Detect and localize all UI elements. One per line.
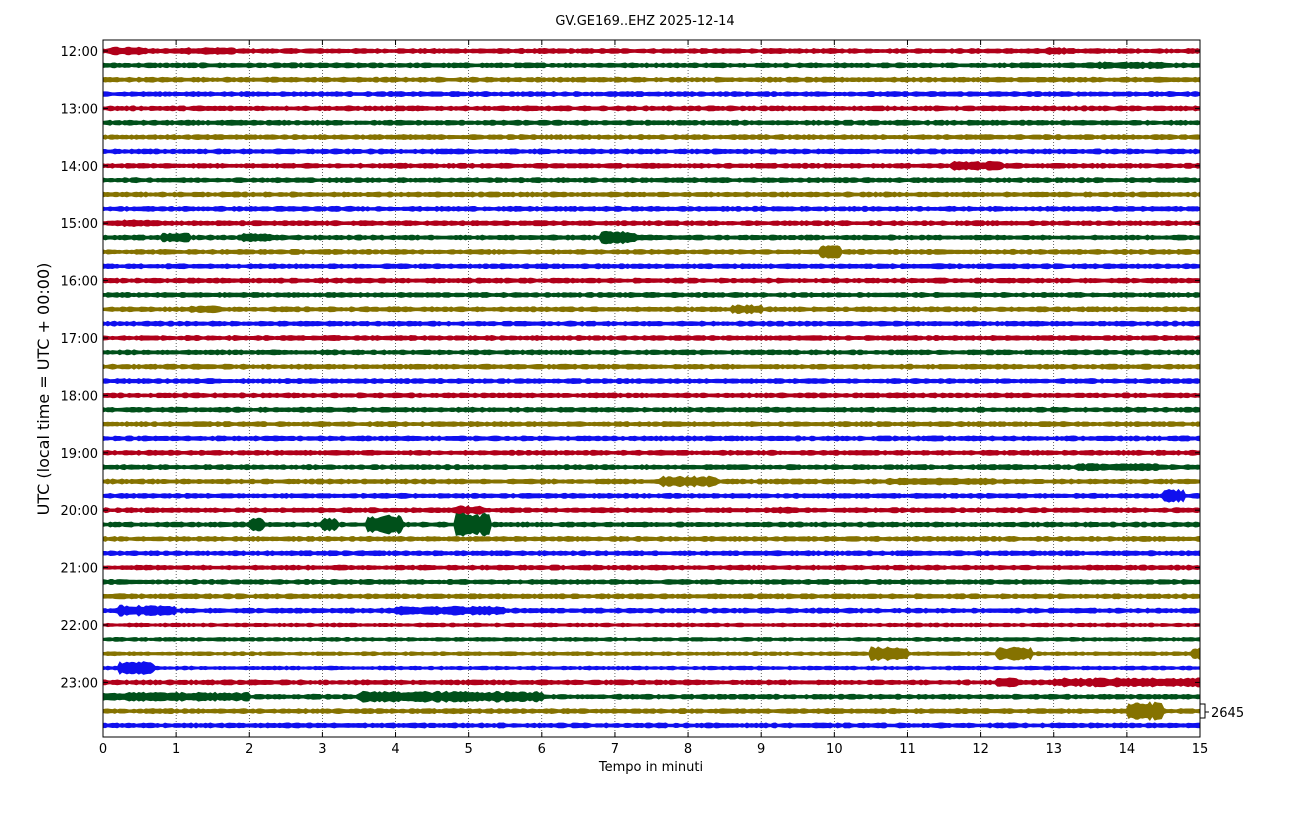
x-tick-label: 14 — [1119, 742, 1136, 757]
trace-line — [103, 134, 1200, 141]
trace-line — [103, 421, 1200, 428]
trace-line — [103, 245, 1200, 259]
trace-line — [103, 363, 1200, 370]
trace-line — [103, 435, 1200, 442]
x-tick-label: 10 — [826, 742, 843, 757]
x-tick-label: 3 — [318, 742, 326, 757]
x-tick-label: 7 — [611, 742, 619, 757]
x-tick-label: 9 — [757, 742, 765, 757]
trace-line — [103, 160, 1200, 171]
trace-line — [103, 604, 1200, 617]
x-tick-label: 8 — [684, 742, 692, 757]
trace-line — [103, 488, 1200, 503]
trace-line — [103, 449, 1200, 456]
trace-line — [103, 61, 1200, 70]
trace-line — [103, 320, 1200, 327]
y-axis: 12:00 13:00 14:00 15:00 16:00 17:00 18:00 19:00… — [61, 45, 1200, 691]
trace-line — [103, 177, 1200, 184]
y-tick-label: 19:00 — [61, 447, 98, 462]
x-tick-label: 2 — [245, 742, 253, 757]
y-axis-label: UTC (local time = UTC + 00:00) — [34, 263, 53, 516]
x-tick-label: 11 — [899, 742, 916, 757]
scale-bar-label: 2645 — [1211, 706, 1244, 721]
trace-line — [103, 512, 1200, 537]
x-tick-label: 6 — [538, 742, 546, 757]
y-tick-label: 12:00 — [61, 45, 98, 60]
trace-line — [103, 463, 1200, 472]
y-tick-label: 21:00 — [61, 562, 98, 577]
trace-line — [103, 622, 1200, 628]
trace-line — [103, 219, 1200, 227]
trace-line — [103, 690, 1200, 703]
trace-line — [103, 277, 1200, 284]
trace-line — [103, 636, 1200, 642]
trace-line — [103, 593, 1200, 600]
y-tick-label: 14:00 — [61, 160, 98, 175]
trace-line — [103, 119, 1200, 126]
x-axis: 0 1 2 3 4 5 6 7 8 9 10 11 12 13 14 15 — [99, 40, 1208, 757]
trace-line — [103, 701, 1200, 722]
trace-line — [103, 191, 1200, 198]
trace-line — [103, 335, 1200, 341]
trace-line — [103, 535, 1200, 542]
trace-line — [103, 392, 1200, 399]
trace-line — [103, 661, 1200, 675]
x-tick-label: 15 — [1192, 742, 1209, 757]
trace-line — [103, 378, 1200, 385]
trace-line — [103, 646, 1200, 662]
trace-line — [103, 291, 1200, 298]
trace-line — [103, 76, 1200, 83]
grid-lines — [175, 40, 1128, 737]
x-tick-label: 13 — [1045, 742, 1062, 757]
trace-line — [103, 105, 1200, 112]
scale-bar-box — [1199, 703, 1206, 719]
trace-line — [103, 722, 1200, 729]
y-tick-label: 15:00 — [61, 217, 98, 232]
trace-line — [103, 46, 1200, 56]
trace-line — [103, 564, 1200, 571]
x-tick-label: 12 — [972, 742, 989, 757]
trace-line — [103, 406, 1200, 413]
chart-title: GV.GE169..EHZ 2025-12-14 — [555, 14, 734, 29]
trace-line — [103, 91, 1200, 98]
amplitude-scale-bar: 2645 — [1199, 703, 1244, 721]
x-tick-label: 1 — [172, 742, 180, 757]
x-tick-label: 5 — [465, 742, 473, 757]
y-tick-label: 20:00 — [61, 504, 98, 519]
trace-line — [103, 349, 1200, 356]
y-tick-label: 22:00 — [61, 619, 98, 634]
x-tick-label: 0 — [99, 742, 107, 757]
trace-line — [103, 263, 1200, 270]
y-tick-label: 13:00 — [61, 102, 98, 117]
y-tick-label: 16:00 — [61, 275, 98, 290]
trace-line — [103, 230, 1200, 245]
trace-line — [103, 304, 1200, 315]
y-tick-label: 18:00 — [61, 389, 98, 404]
seismic-traces — [103, 46, 1200, 729]
trace-line — [103, 578, 1200, 585]
trace-line — [103, 205, 1200, 212]
trace-line — [103, 550, 1200, 557]
y-tick-label: 23:00 — [61, 676, 98, 691]
trace-line — [103, 677, 1200, 688]
trace-line — [103, 475, 1200, 488]
plot-frame — [102, 39, 1201, 738]
y-tick-label: 17:00 — [61, 332, 98, 347]
trace-line — [103, 505, 1200, 516]
x-tick-label: 4 — [391, 742, 399, 757]
x-axis-label: Tempo in minuti — [598, 760, 703, 775]
trace-line — [103, 148, 1200, 155]
